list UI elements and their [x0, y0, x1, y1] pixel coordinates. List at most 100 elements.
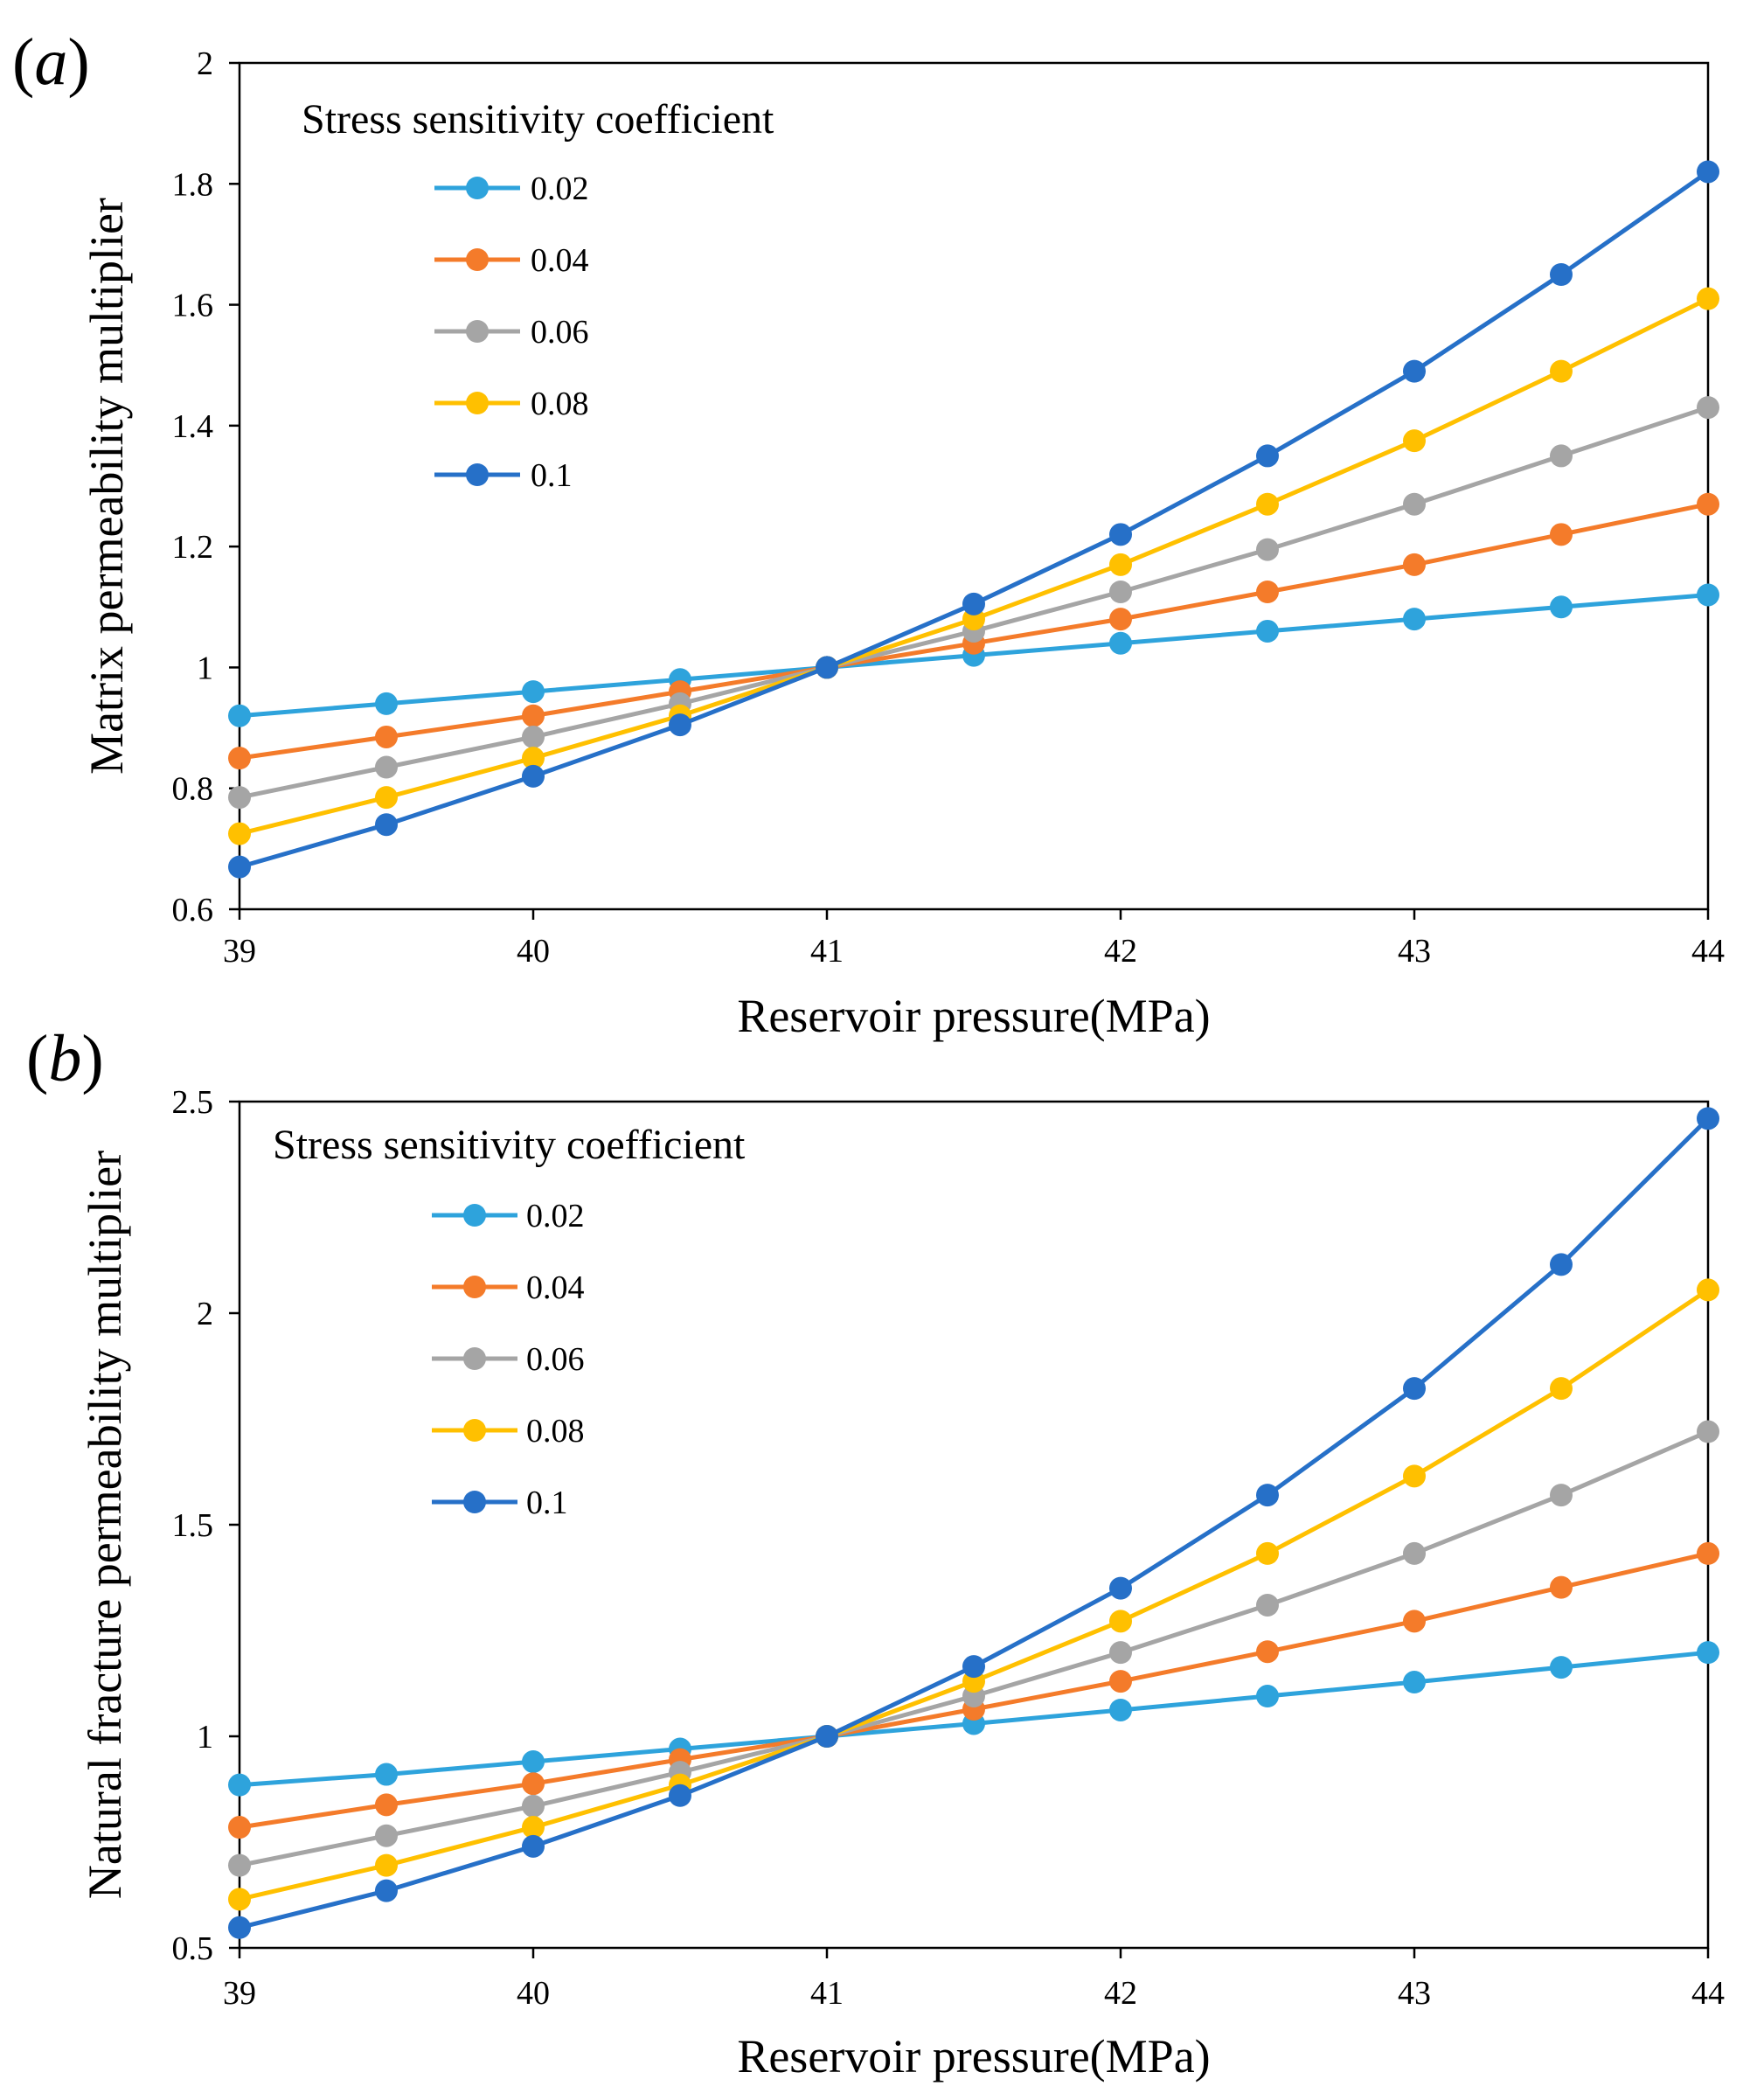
data-point: [1256, 492, 1279, 516]
series-line-0-08: [239, 1288, 1710, 1902]
y-axis-title: Matrix permeability multiplier: [80, 198, 133, 775]
data-point: [375, 1763, 398, 1786]
data-point: [962, 592, 985, 615]
y-tick-label: 1.8: [172, 166, 214, 203]
x-tick-label: 41: [810, 1975, 844, 2012]
data-point: [1550, 1253, 1573, 1276]
legend-label: 0.06: [526, 1341, 585, 1378]
panel-label-letter: a: [34, 25, 67, 99]
data-point: [522, 1794, 545, 1818]
data-point: [962, 1655, 985, 1679]
data-point: [228, 786, 251, 810]
data-point: [1697, 1278, 1719, 1302]
data-point: [228, 1888, 251, 1911]
legend-swatch-marker: [463, 1276, 486, 1298]
x-tick-label: 40: [517, 1975, 550, 2012]
data-point: [1109, 553, 1132, 576]
data-point: [1550, 595, 1573, 619]
x-tick-label: 41: [810, 933, 844, 970]
x-tick-label: 44: [1691, 1975, 1725, 2012]
data-point: [522, 1834, 545, 1858]
data-point: [1256, 581, 1279, 603]
legend-label: 0.02: [526, 1198, 585, 1234]
data-point: [1403, 492, 1426, 516]
y-tick-label: 1.2: [172, 529, 214, 566]
data-point: [375, 1824, 398, 1847]
y-tick-label: 2: [197, 1296, 213, 1332]
x-axis-title: Reservoir pressure(MPa): [737, 2030, 1210, 2083]
data-point: [228, 1916, 251, 1939]
data-point: [1403, 1610, 1426, 1633]
data-point: [1697, 1641, 1719, 1665]
data-point: [1109, 631, 1132, 655]
y-tick-label: 0.5: [172, 1930, 214, 1967]
data-point: [522, 747, 545, 770]
y-tick-label: 1: [197, 1719, 213, 1756]
data-point: [1550, 1484, 1573, 1507]
legend-title: Stress sensitivity coefficient: [273, 1122, 746, 1168]
data-point: [1403, 1671, 1426, 1694]
data-point: [522, 725, 545, 748]
y-tick-label: 0.6: [172, 892, 214, 928]
data-point: [522, 704, 545, 727]
data-point: [1109, 608, 1132, 631]
data-point: [1256, 1593, 1279, 1617]
data-point: [1109, 1698, 1132, 1721]
data-point: [1550, 444, 1573, 468]
legend-swatch-marker: [463, 1347, 486, 1370]
x-tick-label: 43: [1398, 1975, 1431, 2012]
panel-label: (a): [12, 25, 90, 99]
x-tick-label: 44: [1691, 933, 1725, 970]
legend-label: 0.1: [531, 457, 573, 494]
data-point: [1550, 263, 1573, 286]
data-point: [375, 692, 398, 715]
panel-a: (a) 39 40 41 42 43 44 0.6 0.8 1 1.2 1.4 1.6 1.8 2 Reser…: [12, 25, 1725, 1042]
data-point: [375, 1879, 398, 1902]
data-point: [375, 755, 398, 779]
data-point: [1403, 553, 1426, 576]
data-point: [1256, 538, 1279, 561]
y-axis-title: Natural fracture permeability multiplier: [79, 1151, 131, 1899]
data-point: [1256, 619, 1279, 643]
data-point: [375, 813, 398, 837]
panel-label-letter: b: [48, 1022, 81, 1095]
data-point: [1550, 1575, 1573, 1599]
panel-label: (b): [26, 1022, 104, 1095]
legend-swatch-marker: [466, 320, 489, 343]
data-point: [1697, 1420, 1719, 1443]
data-point: [522, 1750, 545, 1774]
x-tick-label: 42: [1104, 1975, 1137, 2012]
plot-frame: [238, 61, 1710, 911]
data-point: [375, 725, 398, 748]
data-point: [1697, 160, 1719, 184]
data-point: [228, 822, 251, 845]
data-point: [522, 764, 545, 788]
x-tick-label: 39: [223, 1975, 256, 2012]
legend-swatch-marker: [463, 1491, 486, 1513]
data-point: [1697, 583, 1719, 607]
y-tick-label: 1.6: [172, 288, 214, 324]
x-tick-label: 39: [223, 933, 256, 970]
data-point: [228, 704, 251, 727]
data-point: [1697, 396, 1719, 420]
legend-label: 0.08: [531, 386, 589, 422]
legend-label: 0.04: [526, 1269, 585, 1306]
x-tick-label: 43: [1398, 933, 1431, 970]
data-point: [1550, 523, 1573, 546]
data-point: [1256, 444, 1279, 468]
data-point: [1697, 287, 1719, 310]
legend-swatch-marker: [466, 248, 489, 271]
data-point: [1550, 1656, 1573, 1679]
y-tick-label: 2: [197, 45, 213, 82]
data-point: [228, 747, 251, 770]
data-point: [1550, 359, 1573, 383]
data-point: [816, 656, 838, 679]
data-point: [669, 1784, 691, 1807]
data-point: [1109, 1610, 1132, 1633]
data-point: [1256, 1541, 1279, 1565]
x-axis-title: Reservoir pressure(MPa): [737, 990, 1210, 1042]
legend-swatch-marker: [466, 392, 489, 414]
data-point: [228, 855, 251, 879]
data-point: [375, 1793, 398, 1817]
